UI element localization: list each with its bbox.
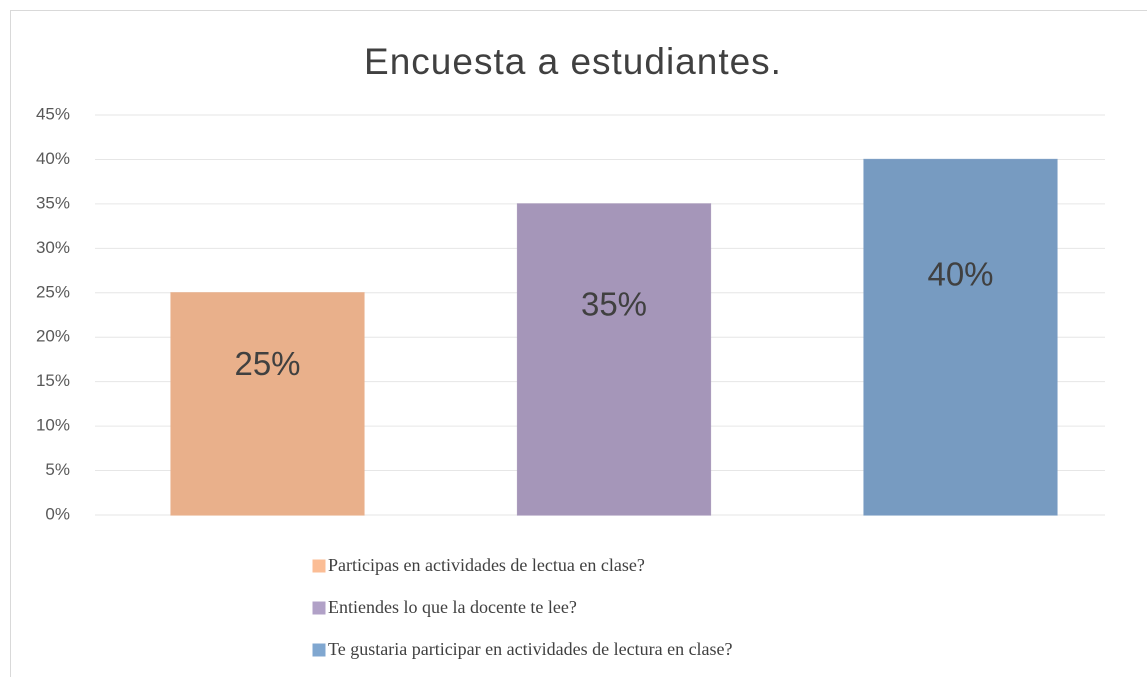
bar bbox=[516, 203, 712, 516]
data-label: 40% bbox=[927, 255, 993, 292]
data-label: 35% bbox=[581, 285, 647, 322]
legend-label: Te gustaria participar en actividades de… bbox=[328, 639, 733, 659]
legend-label: Participas en actividades de lectua en c… bbox=[328, 555, 645, 575]
y-tick-label: 20% bbox=[36, 327, 70, 346]
y-tick-label: 0% bbox=[45, 504, 70, 523]
y-tick-label: 35% bbox=[36, 193, 70, 212]
legend-swatch bbox=[312, 601, 326, 615]
y-tick-label: 25% bbox=[36, 282, 70, 301]
legend-label: Entiendes lo que la docente te lee? bbox=[328, 597, 577, 617]
legend-swatch bbox=[312, 559, 326, 573]
y-tick-label: 10% bbox=[36, 416, 70, 435]
data-label: 25% bbox=[234, 345, 300, 382]
bar bbox=[863, 158, 1058, 516]
bar bbox=[170, 292, 365, 516]
chart-title: Encuesta a estudiantes. bbox=[364, 41, 782, 82]
y-tick-label: 30% bbox=[36, 238, 70, 257]
chart-border bbox=[10, 10, 1147, 677]
y-tick-label: 45% bbox=[36, 104, 70, 123]
legend-swatch bbox=[312, 643, 326, 657]
y-tick-label: 40% bbox=[36, 149, 70, 168]
y-tick-label: 5% bbox=[45, 460, 70, 479]
y-tick-label: 15% bbox=[36, 371, 70, 390]
